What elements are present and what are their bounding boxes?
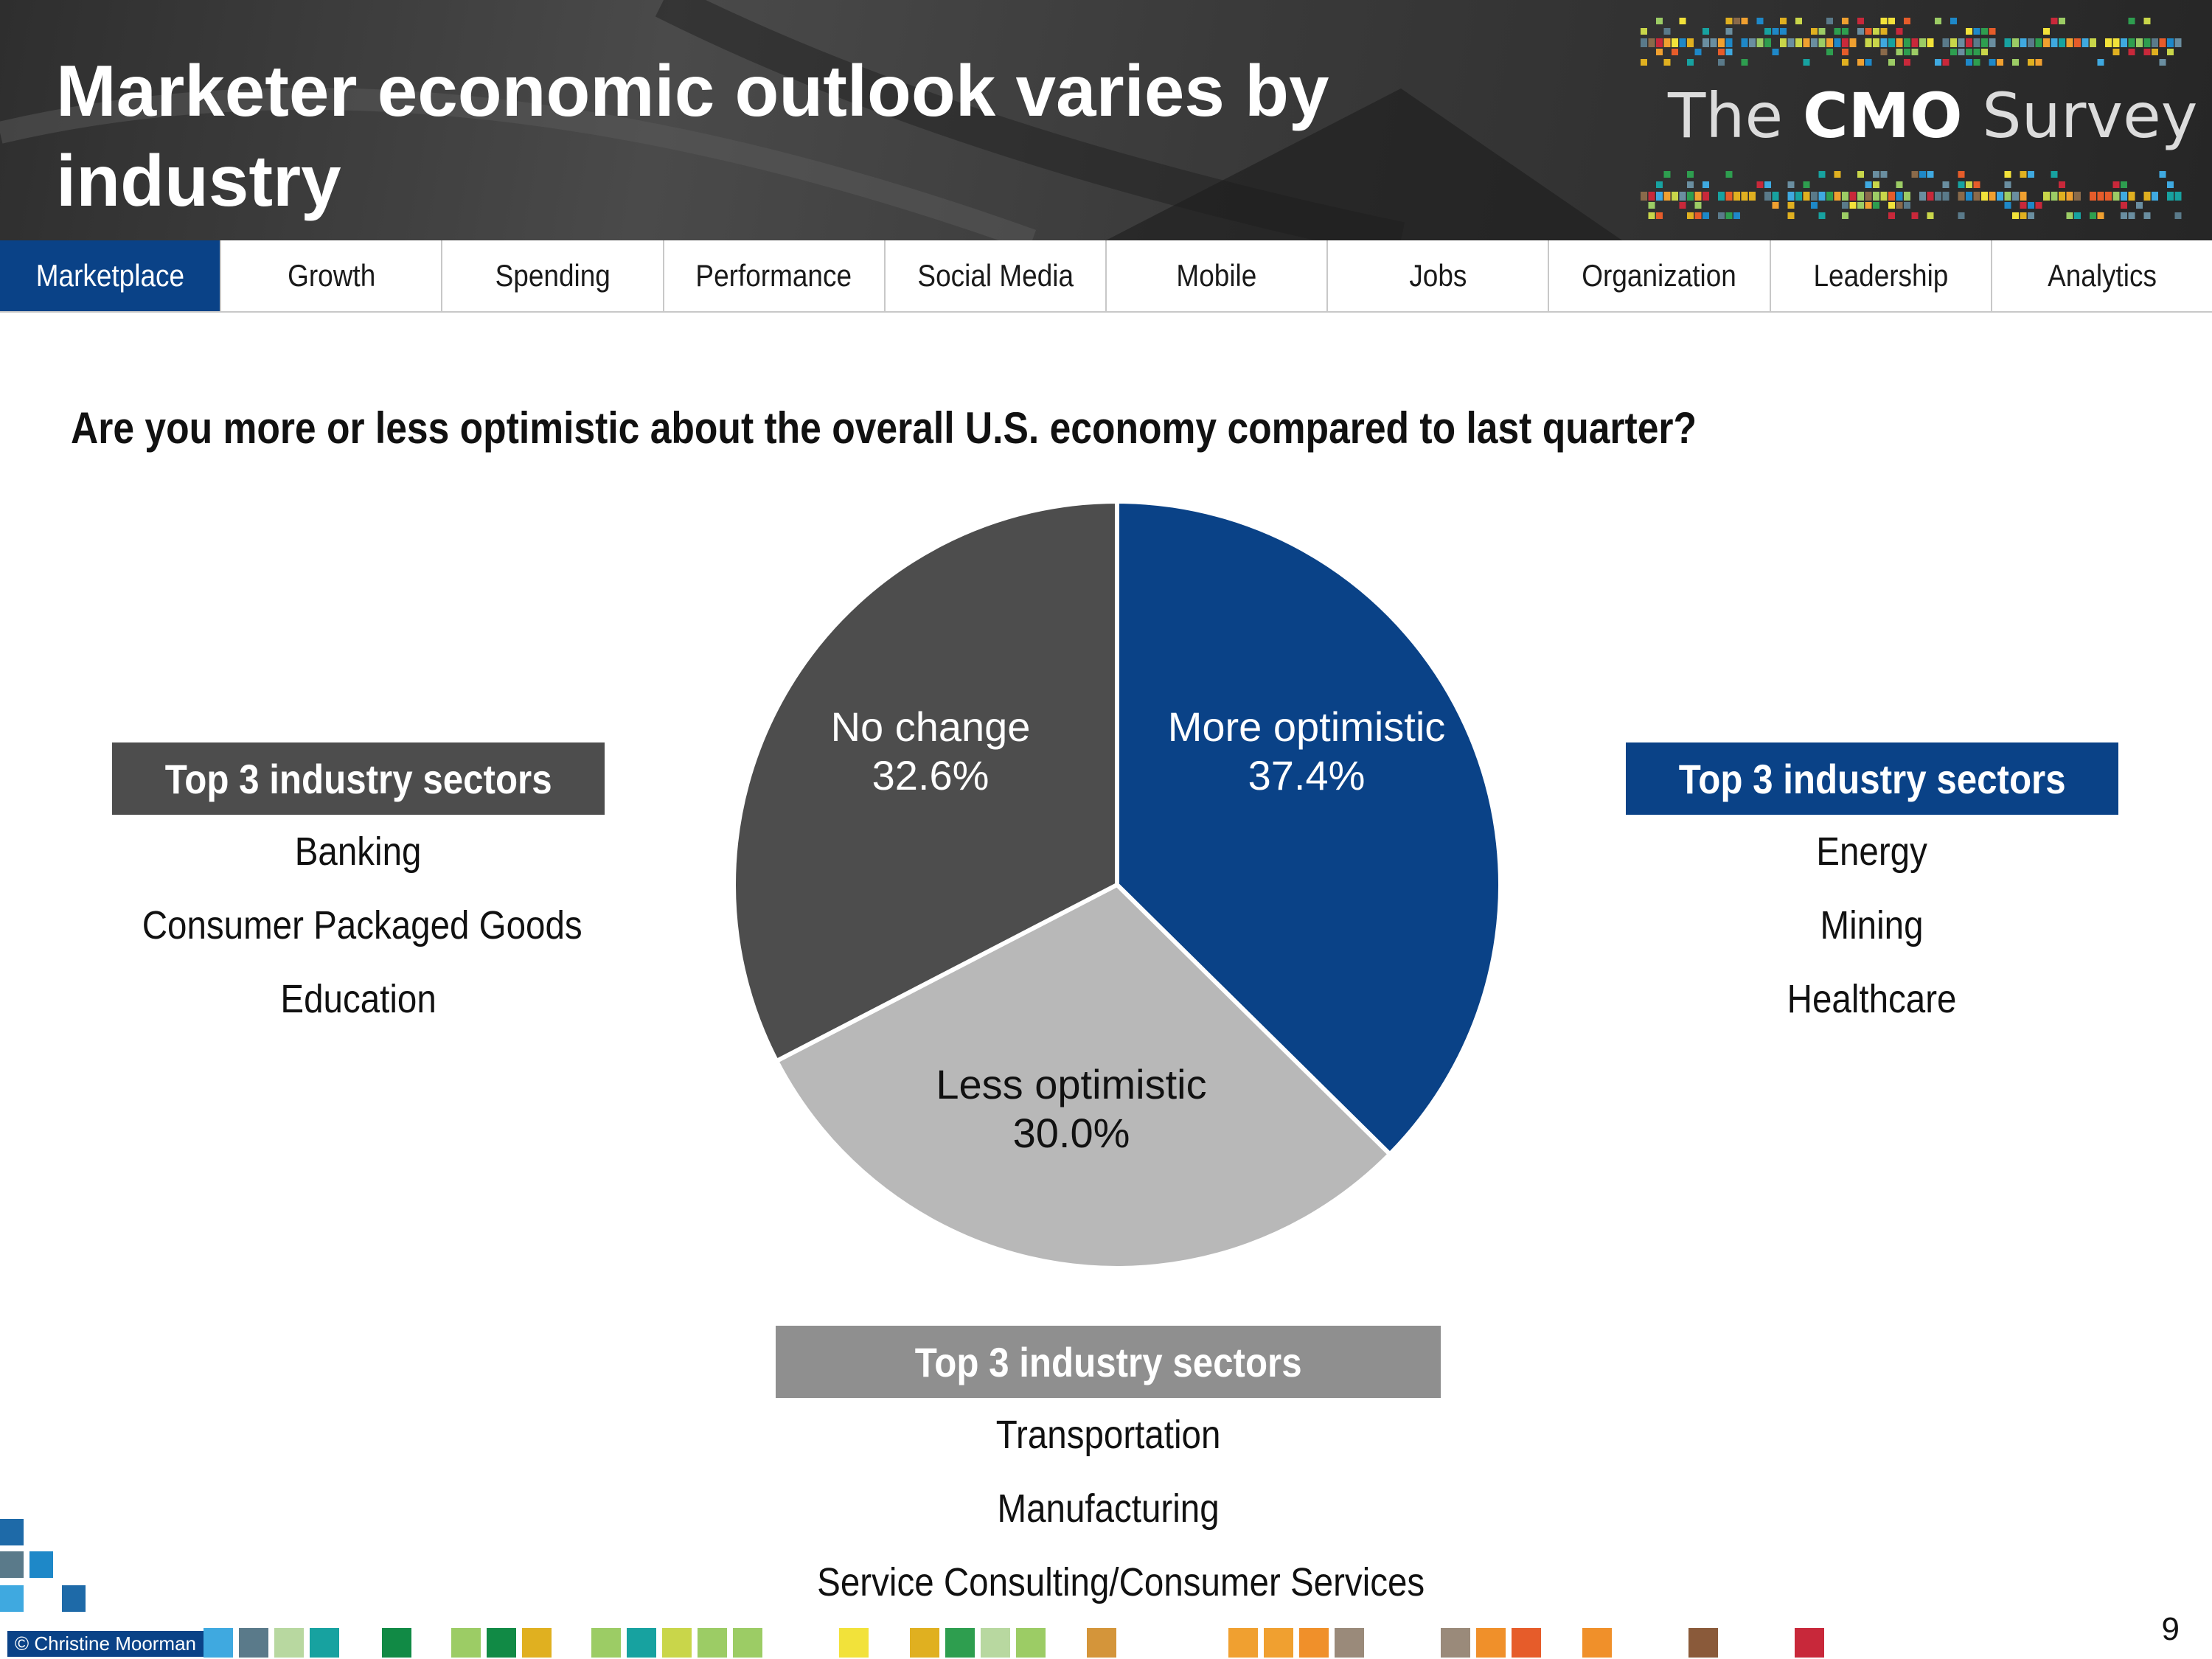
- sector-box-less-optimistic: Top 3 industry sectors Transportation Ma…: [776, 1326, 1441, 1619]
- sector-box-no-change: Top 3 industry sectors Banking Consumer …: [112, 742, 605, 1036]
- sector-item: Mining: [1820, 903, 1924, 947]
- copyright: © Christine Moorman: [7, 1631, 204, 1657]
- pie-slice-more-optimistic: [1115, 498, 1503, 1158]
- header-background-texture: [0, 0, 1622, 240]
- pie-label: No change: [831, 703, 1031, 750]
- tab-marketplace[interactable]: Marketplace: [0, 240, 222, 311]
- pie-value-label: 32.6%: [872, 752, 990, 799]
- pie-label: More optimistic: [1168, 703, 1446, 750]
- tab-organization[interactable]: Organization: [1549, 240, 1771, 311]
- tab-growth[interactable]: Growth: [221, 240, 443, 311]
- sector-item: Manufacturing: [997, 1486, 1220, 1531]
- slide-title: Marketer economic outlook varies by indu…: [56, 50, 1329, 221]
- pie-slice-less-optimistic: [773, 882, 1394, 1270]
- pie-label: Less optimistic: [936, 1061, 1206, 1107]
- tab-analytics[interactable]: Analytics: [2047, 258, 2157, 293]
- pie-value-label: 37.4%: [1248, 752, 1366, 799]
- footer-pixels: [0, 1519, 1824, 1658]
- page-number: 9: [2161, 1611, 2180, 1647]
- sector-box-more-optimistic: Top 3 industry sectors Energy Mining Hea…: [1626, 742, 2118, 1036]
- tab-performance[interactable]: Performance: [664, 240, 886, 311]
- logo-pixels-top: [1641, 18, 2182, 66]
- sector-item: Service Consulting/Consumer Services: [817, 1560, 1425, 1604]
- sector-header-no-change: Top 3 industry sectors: [112, 742, 605, 815]
- logo-bold: CMO: [1802, 80, 1963, 152]
- tab-leadership[interactable]: Leadership: [1771, 240, 1992, 311]
- sector-header-more-optimistic: Top 3 industry sectors: [1626, 742, 2118, 815]
- tab-social-media[interactable]: Social Media: [886, 240, 1107, 311]
- logo-prefix: The: [1668, 80, 1784, 152]
- sector-item: Education: [280, 977, 437, 1021]
- sector-item: Consumer Packaged Goods: [142, 903, 582, 947]
- logo-suffix: Survey: [1982, 80, 2198, 152]
- logo-pixels-bottom: [1641, 171, 2182, 219]
- cmo-survey-logo: The CMO Survey: [1668, 80, 2198, 152]
- pie-value-label: 30.0%: [1013, 1110, 1130, 1156]
- tab-mobile[interactable]: Mobile: [1107, 240, 1329, 311]
- sector-item: Banking: [295, 830, 422, 874]
- tab-jobs[interactable]: Jobs: [1328, 240, 1550, 311]
- tab-spending[interactable]: Spending: [442, 240, 664, 311]
- sector-item: Healthcare: [1787, 977, 1957, 1021]
- sector-item: Energy: [1816, 830, 1928, 874]
- survey-question: Are you more or less optimistic about th…: [71, 403, 1697, 453]
- sector-header-less-optimistic: Top 3 industry sectors: [776, 1326, 1441, 1398]
- pie-slice-no-change: [731, 498, 1119, 1065]
- slide-header: Marketer economic outlook varies by indu…: [0, 0, 2212, 240]
- sector-item: Transportation: [995, 1413, 1221, 1457]
- section-nav: Marketplace Growth Spending Performance Soci…: [0, 240, 2212, 313]
